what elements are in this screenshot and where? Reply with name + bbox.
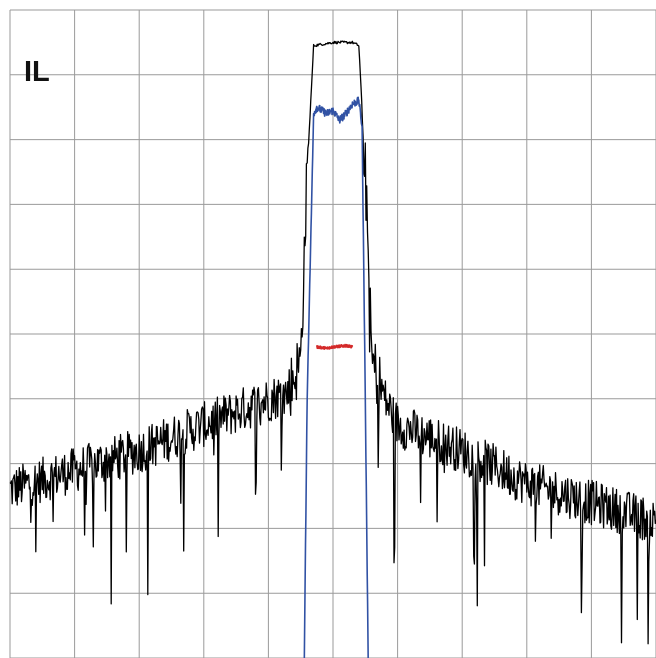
series-line-0 [9, 40, 656, 645]
chart-label-il: IL [24, 56, 50, 88]
series-line-2 [316, 343, 354, 351]
chart-traces [9, 40, 656, 658]
series-line-1 [303, 96, 369, 658]
chart-grid [9, 9, 656, 658]
